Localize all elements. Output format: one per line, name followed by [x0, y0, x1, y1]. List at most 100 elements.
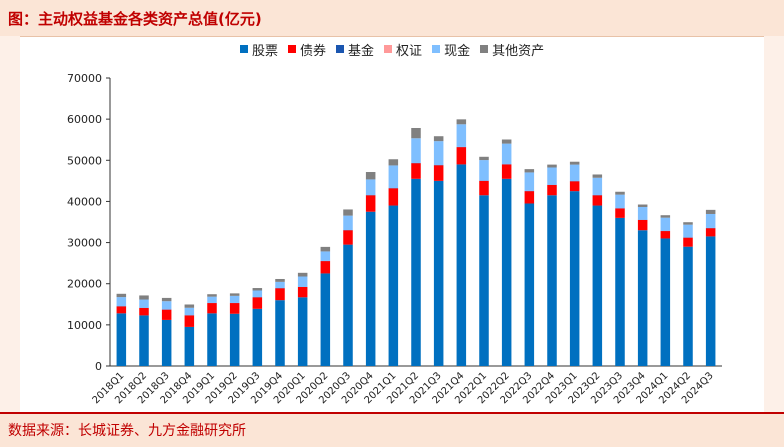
bar-segment — [525, 172, 535, 191]
bar-segment — [570, 162, 580, 165]
bar-segment — [411, 179, 421, 366]
bar-segment — [321, 273, 331, 366]
y-tick-label: 30000 — [67, 237, 102, 250]
bar-segment — [298, 287, 308, 297]
bar-segment — [207, 313, 217, 366]
bar-segment — [570, 165, 580, 181]
bar-segment — [253, 288, 263, 290]
bar-segment — [706, 236, 716, 366]
bar-segment — [162, 310, 172, 320]
bar-segment — [298, 273, 308, 277]
bar-segment — [502, 140, 512, 144]
bar-segment — [389, 165, 399, 188]
bar-segment — [706, 210, 716, 214]
bar-segment — [185, 327, 195, 366]
bar-segment — [661, 218, 671, 231]
bar-segment — [638, 230, 648, 366]
bar-segment — [366, 195, 376, 211]
bar-segment — [275, 288, 285, 300]
bar-segment — [570, 181, 580, 191]
y-tick-label: 40000 — [67, 195, 102, 208]
bar-segment — [207, 303, 217, 313]
y-tick-label: 20000 — [67, 278, 102, 291]
bar-segment — [207, 297, 217, 303]
y-tick-label: 60000 — [67, 113, 102, 126]
y-tick-label: 10000 — [67, 319, 102, 332]
y-tick-label: 50000 — [67, 154, 102, 167]
bar-segment — [411, 163, 421, 179]
bar-segment — [457, 147, 467, 164]
bar-segment — [139, 308, 149, 315]
bar-segment — [321, 247, 331, 252]
bar-segment — [525, 203, 535, 366]
bar-segment — [525, 191, 535, 203]
stacked-bar-chart: 0100002000030000400005000060000700002018… — [0, 36, 784, 412]
bar-segment — [162, 320, 172, 366]
bar-segment — [638, 207, 648, 220]
bar-segment — [253, 309, 263, 366]
bar-segment — [683, 238, 693, 247]
y-tick-label: 70000 — [67, 72, 102, 85]
bar-segment — [275, 282, 285, 288]
bar-segment — [547, 195, 557, 366]
bar-segment — [457, 119, 467, 124]
bar-segment — [230, 303, 240, 314]
bar-segment — [162, 301, 172, 309]
bar-segment — [479, 181, 489, 195]
bar-segment — [185, 304, 195, 307]
bar-segment — [683, 247, 693, 366]
bar-segment — [479, 157, 489, 160]
bar-segment — [230, 314, 240, 366]
bar-segment — [502, 144, 512, 165]
bar-segment — [661, 215, 671, 217]
bar-segment — [366, 179, 376, 195]
bar-segment — [343, 216, 353, 230]
bar-segment — [434, 136, 444, 141]
bar-segment — [457, 164, 467, 366]
bar-segment — [343, 245, 353, 366]
bar-segment — [547, 165, 557, 168]
bar-segment — [117, 294, 127, 297]
bar-segment — [502, 179, 512, 366]
bar-segment — [117, 313, 127, 366]
bar-segment — [117, 297, 127, 306]
bar-segment — [366, 172, 376, 179]
bar-segment — [230, 296, 240, 303]
bar-segment — [389, 206, 399, 366]
bar-segment — [706, 214, 716, 228]
bar-segment — [615, 195, 625, 209]
bar-segment — [661, 231, 671, 238]
bar-segment — [593, 178, 603, 195]
bar-segment — [457, 124, 467, 147]
data-source: 数据来源：长城证券、九方金融研究所 — [8, 420, 246, 440]
bar-segment — [615, 208, 625, 217]
bar-segment — [117, 306, 127, 313]
bar-segment — [321, 261, 331, 273]
bar-segment — [162, 298, 172, 301]
bar-segment — [343, 209, 353, 215]
bar-segment — [593, 195, 603, 205]
bar-segment — [139, 300, 149, 308]
bar-segment — [366, 212, 376, 366]
bar-segment — [479, 195, 489, 366]
bar-segment — [411, 128, 421, 138]
bar-segment — [275, 300, 285, 366]
bar-segment — [661, 238, 671, 366]
bar-segment — [615, 218, 625, 366]
bar-segment — [683, 225, 693, 238]
bar-segment — [275, 279, 285, 282]
bar-segment — [298, 297, 308, 366]
bar-segment — [683, 222, 693, 224]
bar-segment — [253, 291, 263, 298]
bar-segment — [389, 188, 399, 205]
bar-segment — [321, 251, 331, 260]
bar-segment — [185, 308, 195, 315]
bar-segment — [207, 294, 217, 296]
bar-segment — [525, 169, 535, 172]
bar-segment — [615, 192, 625, 195]
bar-segment — [253, 297, 263, 309]
bar-segment — [434, 141, 444, 165]
source-bar: 数据来源：长城证券、九方金融研究所 — [0, 412, 784, 447]
bar-segment — [434, 181, 444, 366]
bar-segment — [298, 277, 308, 287]
